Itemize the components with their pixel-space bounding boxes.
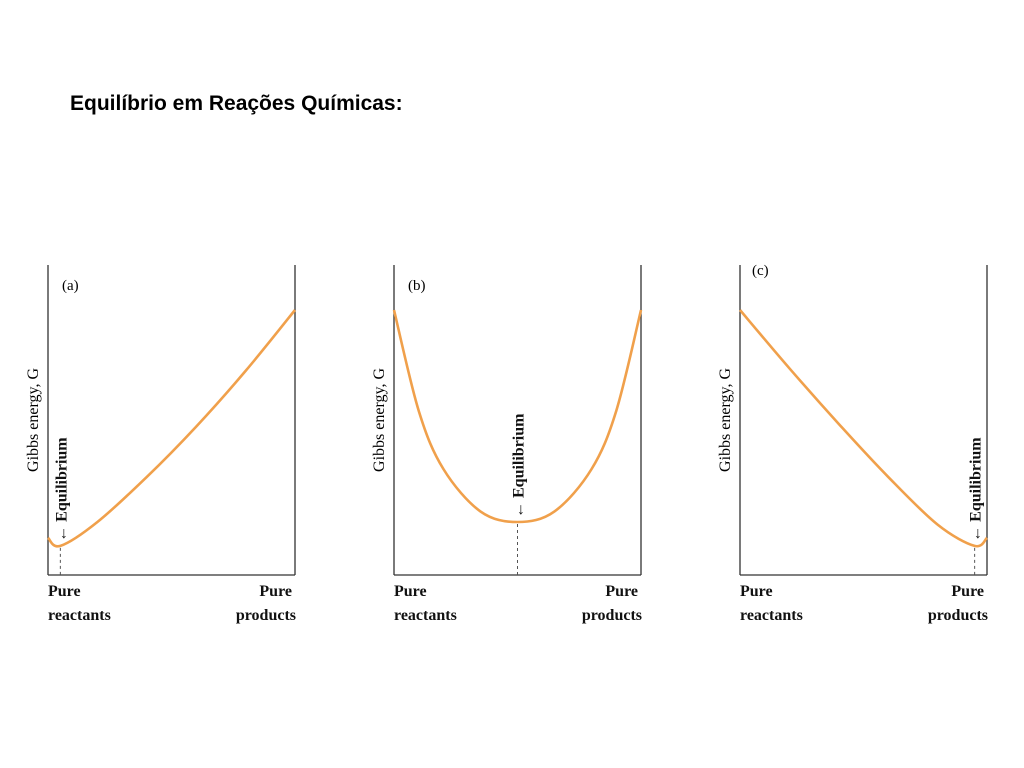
x-tick-line: Pure (259, 583, 292, 600)
equilibrium-label: ← Equilibrium (968, 437, 985, 542)
x-tick-line: Pure (951, 583, 984, 600)
panel-label: (a) (62, 278, 79, 294)
x-tick-line: reactants (740, 607, 803, 624)
x-tick-line: products (582, 607, 642, 624)
x-tick-pure-products: Pure products (582, 583, 642, 624)
y-axis-label: Gibbs energy, G (717, 368, 734, 472)
panel-b: (b) Gibbs energy, G ← Equilibrium Pure r… (371, 265, 643, 624)
equilibrium-label: ← Equilibrium (53, 437, 70, 542)
x-tick-line: Pure (48, 583, 81, 600)
gibbs-curve (392, 309, 643, 524)
x-tick-line: Pure (394, 583, 427, 600)
x-tick-line: Pure (605, 583, 638, 600)
slide-title: Equilíbrio em Reações Químicas: (70, 92, 403, 115)
y-axis-label: Gibbs energy, G (25, 368, 42, 472)
panel-label: (b) (408, 278, 426, 294)
x-tick-pure-reactants: Pure reactants (48, 583, 111, 624)
x-tick-line: products (928, 607, 988, 624)
x-tick-pure-products: Pure products (236, 583, 296, 624)
x-tick-line: reactants (48, 607, 111, 624)
y-axis-label: Gibbs energy, G (371, 368, 388, 472)
x-tick-pure-reactants: Pure reactants (394, 583, 457, 624)
gibbs-curve (739, 309, 988, 548)
equilibrium-label: ← Equilibrium (511, 413, 528, 518)
x-tick-pure-reactants: Pure reactants (740, 583, 803, 624)
x-tick-pure-products: Pure products (928, 583, 988, 624)
x-tick-line: products (236, 607, 296, 624)
x-tick-line: reactants (394, 607, 457, 624)
panel-c: (c) Gibbs energy, G ← Equilibrium Pure r… (717, 263, 988, 624)
gibbs-curve (47, 309, 297, 548)
panel-label: (c) (752, 263, 769, 279)
panel-a: (a) Gibbs energy, G ← Equilibrium Pure r… (25, 265, 297, 624)
x-tick-line: Pure (740, 583, 773, 600)
